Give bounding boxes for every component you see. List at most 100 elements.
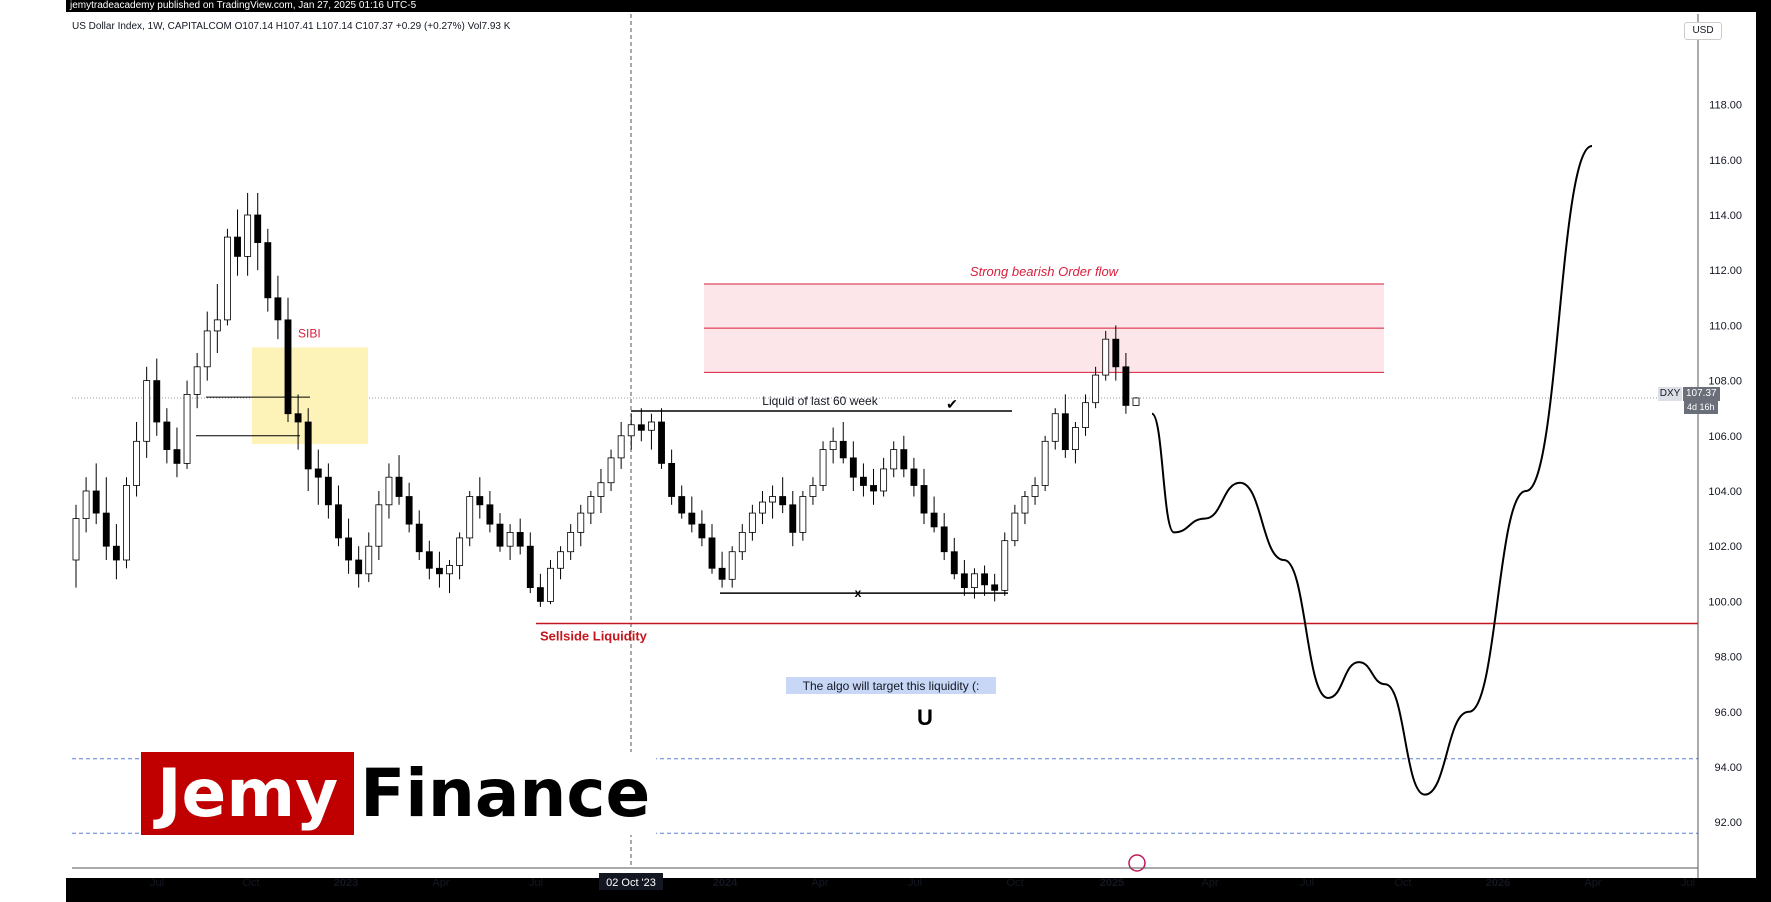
candle	[678, 485, 686, 519]
candle-body	[991, 584, 999, 591]
candle-body	[1102, 338, 1110, 376]
candle-body	[870, 485, 877, 492]
y-tick-label: 102.00	[1708, 541, 1742, 553]
x-tick-label: Apr	[432, 877, 449, 889]
candle-body	[759, 501, 766, 514]
y-tick-label: 100.00	[1708, 596, 1742, 608]
candle-body	[133, 440, 141, 486]
candle-body	[335, 504, 342, 539]
candle	[153, 358, 161, 436]
candle-body	[698, 523, 706, 539]
candle	[223, 228, 231, 326]
candle-body	[476, 496, 484, 506]
candle	[1112, 325, 1120, 381]
candle	[294, 394, 302, 450]
candle	[991, 573, 999, 602]
candle-body	[738, 532, 746, 553]
candle	[1082, 394, 1089, 436]
brand-part2: Finance	[354, 752, 657, 835]
candle	[1051, 408, 1059, 450]
candle-body	[860, 476, 867, 486]
lightning-icon	[1128, 854, 1146, 872]
candle-body	[678, 496, 686, 514]
candle-body	[405, 496, 413, 525]
candle	[748, 504, 756, 541]
candle-body	[769, 496, 776, 503]
candle-body	[557, 551, 564, 569]
candle-body	[587, 496, 595, 514]
x-tick-label: 2023	[334, 877, 358, 889]
candle-body	[193, 366, 201, 395]
candle-body	[960, 573, 968, 588]
candle	[405, 482, 413, 533]
bottom-border	[66, 878, 1771, 902]
candle-body	[264, 242, 272, 299]
x-tick-label: Jul	[1300, 877, 1314, 889]
y-tick-label: 118.00	[1709, 100, 1742, 112]
y-tick-label: 116.00	[1709, 155, 1742, 167]
candle-body	[516, 532, 524, 547]
candle	[1021, 491, 1029, 525]
candle	[143, 366, 151, 458]
x-tick-label: Oct	[1394, 877, 1411, 889]
candle-body	[112, 545, 120, 561]
candle	[870, 468, 877, 505]
candle-body	[102, 512, 110, 547]
candle	[193, 353, 201, 409]
candle-body	[345, 537, 352, 561]
candle-body	[304, 421, 312, 470]
candle-body	[163, 421, 171, 451]
candle-body	[688, 512, 696, 525]
candle	[1001, 532, 1009, 596]
candle	[435, 551, 443, 588]
candle	[244, 192, 252, 276]
candle-body	[577, 512, 585, 533]
x-tick-label: 2025	[1100, 877, 1124, 889]
candle	[1061, 394, 1069, 458]
candle	[708, 524, 716, 574]
x-tick-label: Apr	[811, 877, 828, 889]
y-tick-label: 114.00	[1709, 210, 1742, 222]
candle	[264, 228, 272, 312]
candle-body	[799, 496, 807, 533]
candle-body	[536, 587, 544, 602]
sellside-liquidity-label: Sellside Liquidity	[540, 628, 648, 643]
candle	[1031, 477, 1039, 505]
currency-button[interactable]: USD	[1684, 22, 1722, 40]
candle	[839, 422, 847, 464]
candle	[355, 546, 363, 588]
candle-body	[748, 512, 756, 533]
x-tick-label: Oct	[242, 877, 259, 889]
candle	[415, 510, 423, 560]
candle-body	[658, 421, 665, 464]
candle-body	[809, 485, 817, 497]
candle-body	[920, 485, 928, 514]
candle-body	[940, 526, 948, 553]
candle-body	[597, 482, 605, 497]
candle-body	[971, 573, 978, 588]
candle-body	[547, 567, 554, 602]
candle	[324, 463, 332, 519]
candle	[779, 477, 787, 514]
candle	[789, 491, 797, 547]
y-tick-label: 108.00	[1708, 376, 1742, 388]
candle	[123, 477, 130, 569]
candle-body	[254, 214, 262, 244]
candle	[375, 491, 383, 560]
candle-body	[567, 532, 575, 553]
candle-body	[1051, 413, 1059, 442]
callout-text: The algo will target this liquidity (:	[803, 679, 980, 693]
candle	[617, 422, 625, 469]
order-flow-label: Strong bearish Order flow	[970, 264, 1120, 279]
candle	[940, 513, 948, 560]
candle	[577, 504, 585, 547]
x-tick-label: Oct	[1006, 877, 1023, 889]
candle	[880, 457, 888, 497]
candle-body	[446, 565, 453, 575]
candle	[536, 573, 544, 607]
sibi-label: SIBI	[298, 326, 321, 340]
candle-body	[1021, 496, 1029, 514]
price-value: 107.37	[1686, 388, 1717, 399]
